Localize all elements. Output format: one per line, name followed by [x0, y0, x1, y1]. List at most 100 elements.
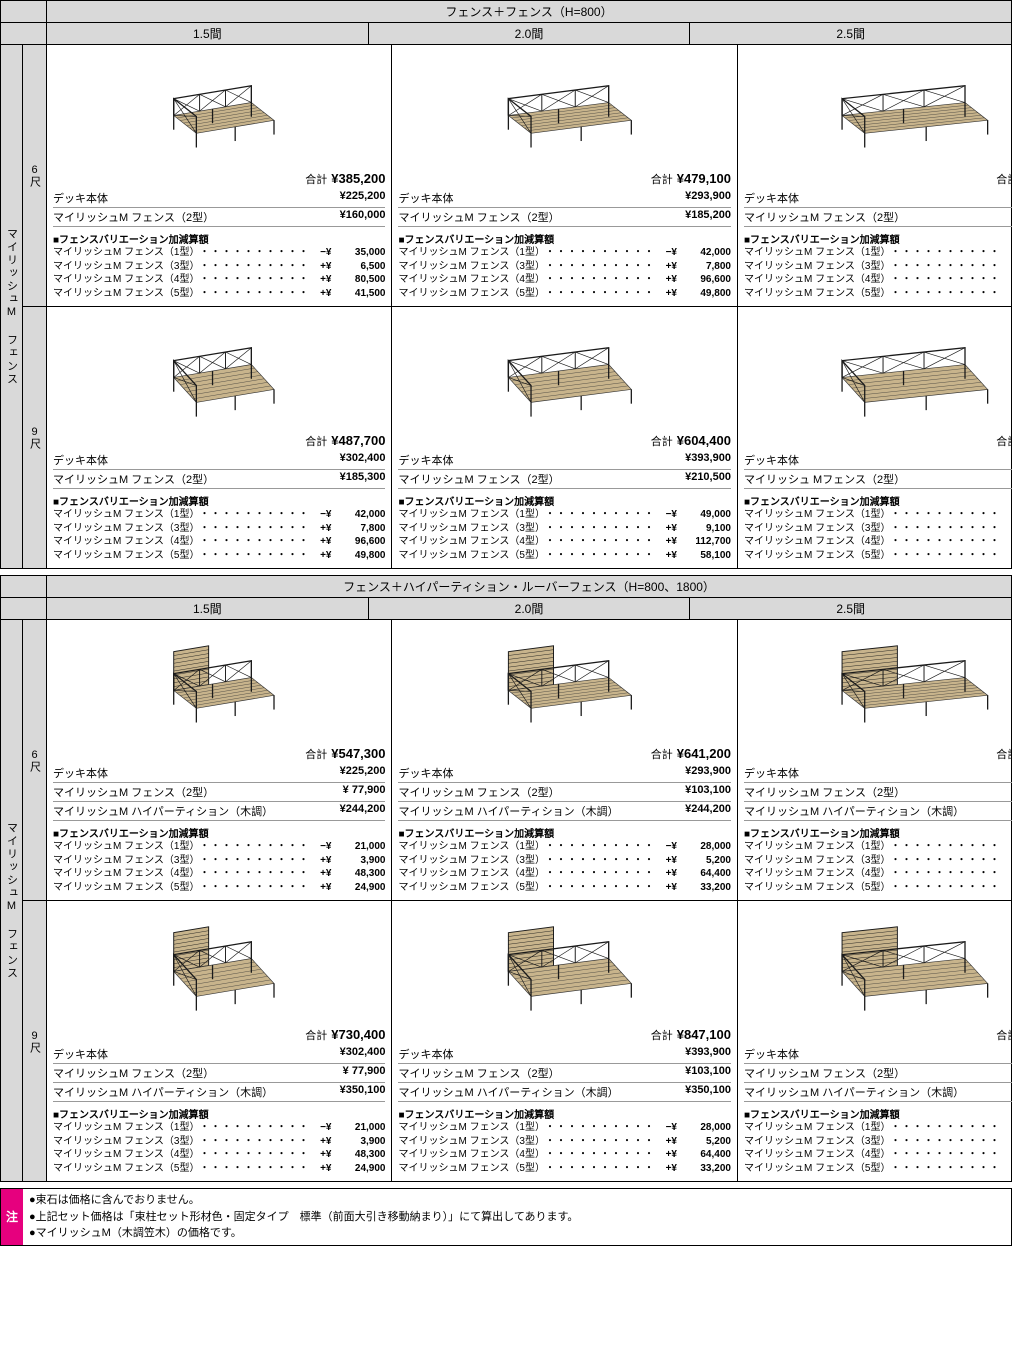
variation-line: マイリッシュM フェンス（3型）・・・・・・・・・・+¥7,800: [53, 522, 385, 536]
deck-illustration: [744, 49, 1012, 169]
product-cell: 合計¥487,700デッキ本体¥302,400マイリッシュM フェンス（2型）¥…: [47, 307, 391, 568]
variation-line: マイリッシュM フェンス（1型）・・・・・・・・・・−¥42,000: [398, 246, 730, 260]
notes-body: 束石は価格に含んでおりません。上記セット価格は「束柱セット形材色・固定タイプ 標…: [23, 1189, 1011, 1245]
variation-line: マイリッシュM フェンス（3型）・・・・・・・・・・+¥9,100: [398, 522, 730, 536]
variation-line: マイリッシュM フェンス（1型）・・・・・・・・・・−¥28,000: [398, 840, 730, 854]
variation-line: マイリッシュM フェンス（3型）・・・・・・・・・・+¥5,200: [398, 1135, 730, 1149]
variation-header: ■フェンスバリエーション加減算額: [744, 493, 1012, 508]
variation-line: マイリッシュM フェンス（5型）・・・・・・・・・・+¥33,200: [398, 881, 730, 895]
price-line: マイリッシュM ハイパーティション（木調）¥244,200: [53, 802, 385, 821]
variation-line: マイリッシュM フェンス（3型）・・・・・・・・・・+¥3,900: [53, 1135, 385, 1149]
price-line: デッキ本体¥393,900: [398, 451, 730, 470]
price-line: マイリッシュM フェンス（2型）¥185,300: [53, 470, 385, 489]
variation-line: マイリッシュM フェンス（4型）・・・・・・・・・・+¥128,800: [744, 535, 1012, 549]
product-row: 9尺 合計¥487,700デッキ本体¥302,400マイリッシュM フェンス（2…: [23, 307, 1012, 568]
total-price: 合計¥699,200: [744, 433, 1012, 449]
product-cell: 合計¥699,200デッキ本体¥461,900マイリッシュ Mフェンス（2型）¥…: [737, 307, 1012, 568]
depth-label: 9尺: [23, 901, 47, 1181]
variation-line: マイリッシュM フェンス（4型）・・・・・・・・・・+¥80,500: [744, 1148, 1012, 1162]
variation-line: マイリッシュM フェンス（4型）・・・・・・・・・・+¥48,300: [53, 1148, 385, 1162]
variation-line: マイリッシュM フェンス（3型）・・・・・・・・・・+¥10,400: [744, 522, 1012, 536]
price-line: デッキ本体¥225,200: [53, 764, 385, 783]
price-line: マイリッシュM フェンス（2型）¥185,200: [398, 208, 730, 227]
variation-line: マイリッシュM フェンス（4型）・・・・・・・・・・+¥48,300: [53, 867, 385, 881]
variation-line: マイリッシュM フェンス（5型）・・・・・・・・・・+¥41,500: [744, 881, 1012, 895]
header-corner: [1, 1, 47, 23]
variation-line: マイリッシュM フェンス（1型）・・・・・・・・・・−¥42,000: [53, 508, 385, 522]
price-line: デッキ本体¥302,400: [53, 451, 385, 470]
price-line: マイリッシュM フェンス（2型）¥103,100: [398, 783, 730, 802]
product-cell: 合計¥941,900デッキ本体¥461,900マイリッシュM フェンス（2型）¥…: [737, 901, 1012, 1181]
variation-line: マイリッシュM フェンス（3型）・・・・・・・・・・+¥6,500: [53, 260, 385, 274]
product-row: 6尺 合計¥547,300デッキ本体¥225,200マイリッシュM フェンス（2…: [23, 620, 1012, 901]
price-line: マイリッシュM ハイパーティション（木調）¥244,200: [744, 802, 1012, 821]
variation-line: マイリッシュM フェンス（1型）・・・・・・・・・・−¥49,000: [398, 508, 730, 522]
note-line: マイリッシュM（木調笠木）の価格です。: [29, 1225, 1005, 1242]
price-line: マイリッシュM ハイパーティション（木調）¥350,100: [398, 1083, 730, 1102]
variation-header: ■フェンスバリエーション加減算額: [53, 231, 385, 246]
product-cell: 合計¥730,400デッキ本体¥302,400マイリッシュM フェンス（2型）¥…: [47, 901, 391, 1181]
variation-line: マイリッシュM フェンス（3型）・・・・・・・・・・+¥6,500: [744, 1135, 1012, 1149]
total-price: 合計¥719,600: [744, 746, 1012, 762]
total-price: 合計¥479,100: [398, 171, 730, 187]
price-line: デッキ本体¥393,900: [398, 1045, 730, 1064]
product-cell: 合計¥479,100デッキ本体¥293,900マイリッシュM フェンス（2型）¥…: [391, 45, 736, 306]
total-price: 合計¥385,200: [53, 171, 385, 187]
pricing-section: フェンス＋フェンス（H=800）1.5間2.0間2.5間マイリッシュM フェンス…: [0, 0, 1012, 569]
deck-illustration: [398, 905, 730, 1025]
column-header: 2.5間: [689, 598, 1011, 620]
variation-line: マイリッシュM フェンス（4型）・・・・・・・・・・+¥96,600: [53, 535, 385, 549]
product-cell: 合計¥385,200デッキ本体¥225,200マイリッシュM フェンス（2型）¥…: [47, 45, 391, 306]
price-line: デッキ本体¥345,500: [744, 764, 1012, 783]
notes-tag: 注: [1, 1189, 23, 1245]
deck-illustration: [398, 624, 730, 744]
price-line: マイリッシュM フェンス（2型）¥129,900: [744, 783, 1012, 802]
total-price: 合計¥941,900: [744, 1027, 1012, 1043]
product-cell: 合計¥547,300デッキ本体¥225,200マイリッシュM フェンス（2型）¥…: [47, 620, 391, 900]
total-price: 合計¥557,500: [744, 171, 1012, 187]
deck-illustration: [398, 311, 730, 431]
variation-line: マイリッシュM フェンス（1型）・・・・・・・・・・−¥21,000: [53, 840, 385, 854]
deck-illustration: [53, 624, 385, 744]
variation-line: マイリッシュM フェンス（5型）・・・・・・・・・・+¥66,400: [744, 549, 1012, 563]
variation-line: マイリッシュM フェンス（1型）・・・・・・・・・・−¥28,000: [398, 1121, 730, 1135]
variation-header: ■フェンスバリエーション加減算額: [744, 825, 1012, 840]
price-line: マイリッシュM フェンス（2型）¥210,500: [398, 470, 730, 489]
price-line: マイリッシュM フェンス（2型）¥ 77,900: [53, 783, 385, 802]
side-category-label: マイリッシュM フェンス: [1, 45, 23, 568]
variation-line: マイリッシュM フェンス（3型）・・・・・・・・・・+¥7,800: [398, 260, 730, 274]
variation-line: マイリッシュM フェンス（4型）・・・・・・・・・・+¥112,700: [398, 535, 730, 549]
price-line: マイリッシュM フェンス（2型）¥160,000: [53, 208, 385, 227]
deck-illustration: [744, 311, 1012, 431]
side-category-label: マイリッシュM フェンス: [1, 620, 23, 1181]
variation-header: ■フェンスバリエーション加減算額: [398, 231, 730, 246]
price-line: マイリッシュM フェンス（2型）¥212,000: [744, 208, 1012, 227]
variation-line: マイリッシュM フェンス（4型）・・・・・・・・・・+¥64,400: [398, 1148, 730, 1162]
variation-line: マイリッシュM フェンス（5型）・・・・・・・・・・+¥24,900: [53, 1162, 385, 1176]
price-line: マイリッシュM フェンス（2型）¥129,900: [744, 1064, 1012, 1083]
total-price: 合計¥641,200: [398, 746, 730, 762]
product-cell: 合計¥604,400 デッキ本体¥393,900マイリッシュM フェンス（2型）¥…: [391, 307, 736, 568]
variation-line: マイリッシュM フェンス（4型）・・・・・・・・・・+¥112,700: [744, 273, 1012, 287]
total-price: 合計¥730,400: [53, 1027, 385, 1043]
note-line: 束石は価格に含んでおりません。: [29, 1192, 1005, 1209]
variation-line: マイリッシュM フェンス（5型）・・・・・・・・・・+¥41,500: [744, 1162, 1012, 1176]
variation-line: マイリッシュM フェンス（1型）・・・・・・・・・・−¥35,000: [744, 1121, 1012, 1135]
deck-illustration: [398, 49, 730, 169]
variation-line: マイリッシュM フェンス（1型）・・・・・・・・・・−¥35,000: [744, 840, 1012, 854]
deck-illustration: [744, 624, 1012, 744]
deck-illustration: [53, 311, 385, 431]
total-price: 合計¥604,400: [398, 433, 730, 449]
variation-line: マイリッシュM フェンス（3型）・・・・・・・・・・+¥5,200: [398, 854, 730, 868]
variation-line: マイリッシュM フェンス（1型）・・・・・・・・・・−¥21,000: [53, 1121, 385, 1135]
column-header: 2.0間: [368, 598, 690, 620]
price-line: マイリッシュM ハイパーティション（木調）¥350,100: [53, 1083, 385, 1102]
depth-label: 9尺: [23, 307, 47, 568]
notes-box: 注束石は価格に含んでおりません。上記セット価格は「束柱セット形材色・固定タイプ …: [0, 1188, 1012, 1246]
variation-line: マイリッシュM フェンス（4型）・・・・・・・・・・+¥64,400: [398, 867, 730, 881]
variation-line: マイリッシュM フェンス（1型）・・・・・・・・・・−¥35,000: [53, 246, 385, 260]
pricing-section: フェンス＋ハイパーティション・ルーバーフェンス（H=800、1800）1.5間2…: [0, 575, 1012, 1182]
variation-line: マイリッシュM フェンス（1型）・・・・・・・・・・−¥56,000: [744, 508, 1012, 522]
header-corner: [1, 576, 47, 598]
variation-header: ■フェンスバリエーション加減算額: [53, 493, 385, 508]
